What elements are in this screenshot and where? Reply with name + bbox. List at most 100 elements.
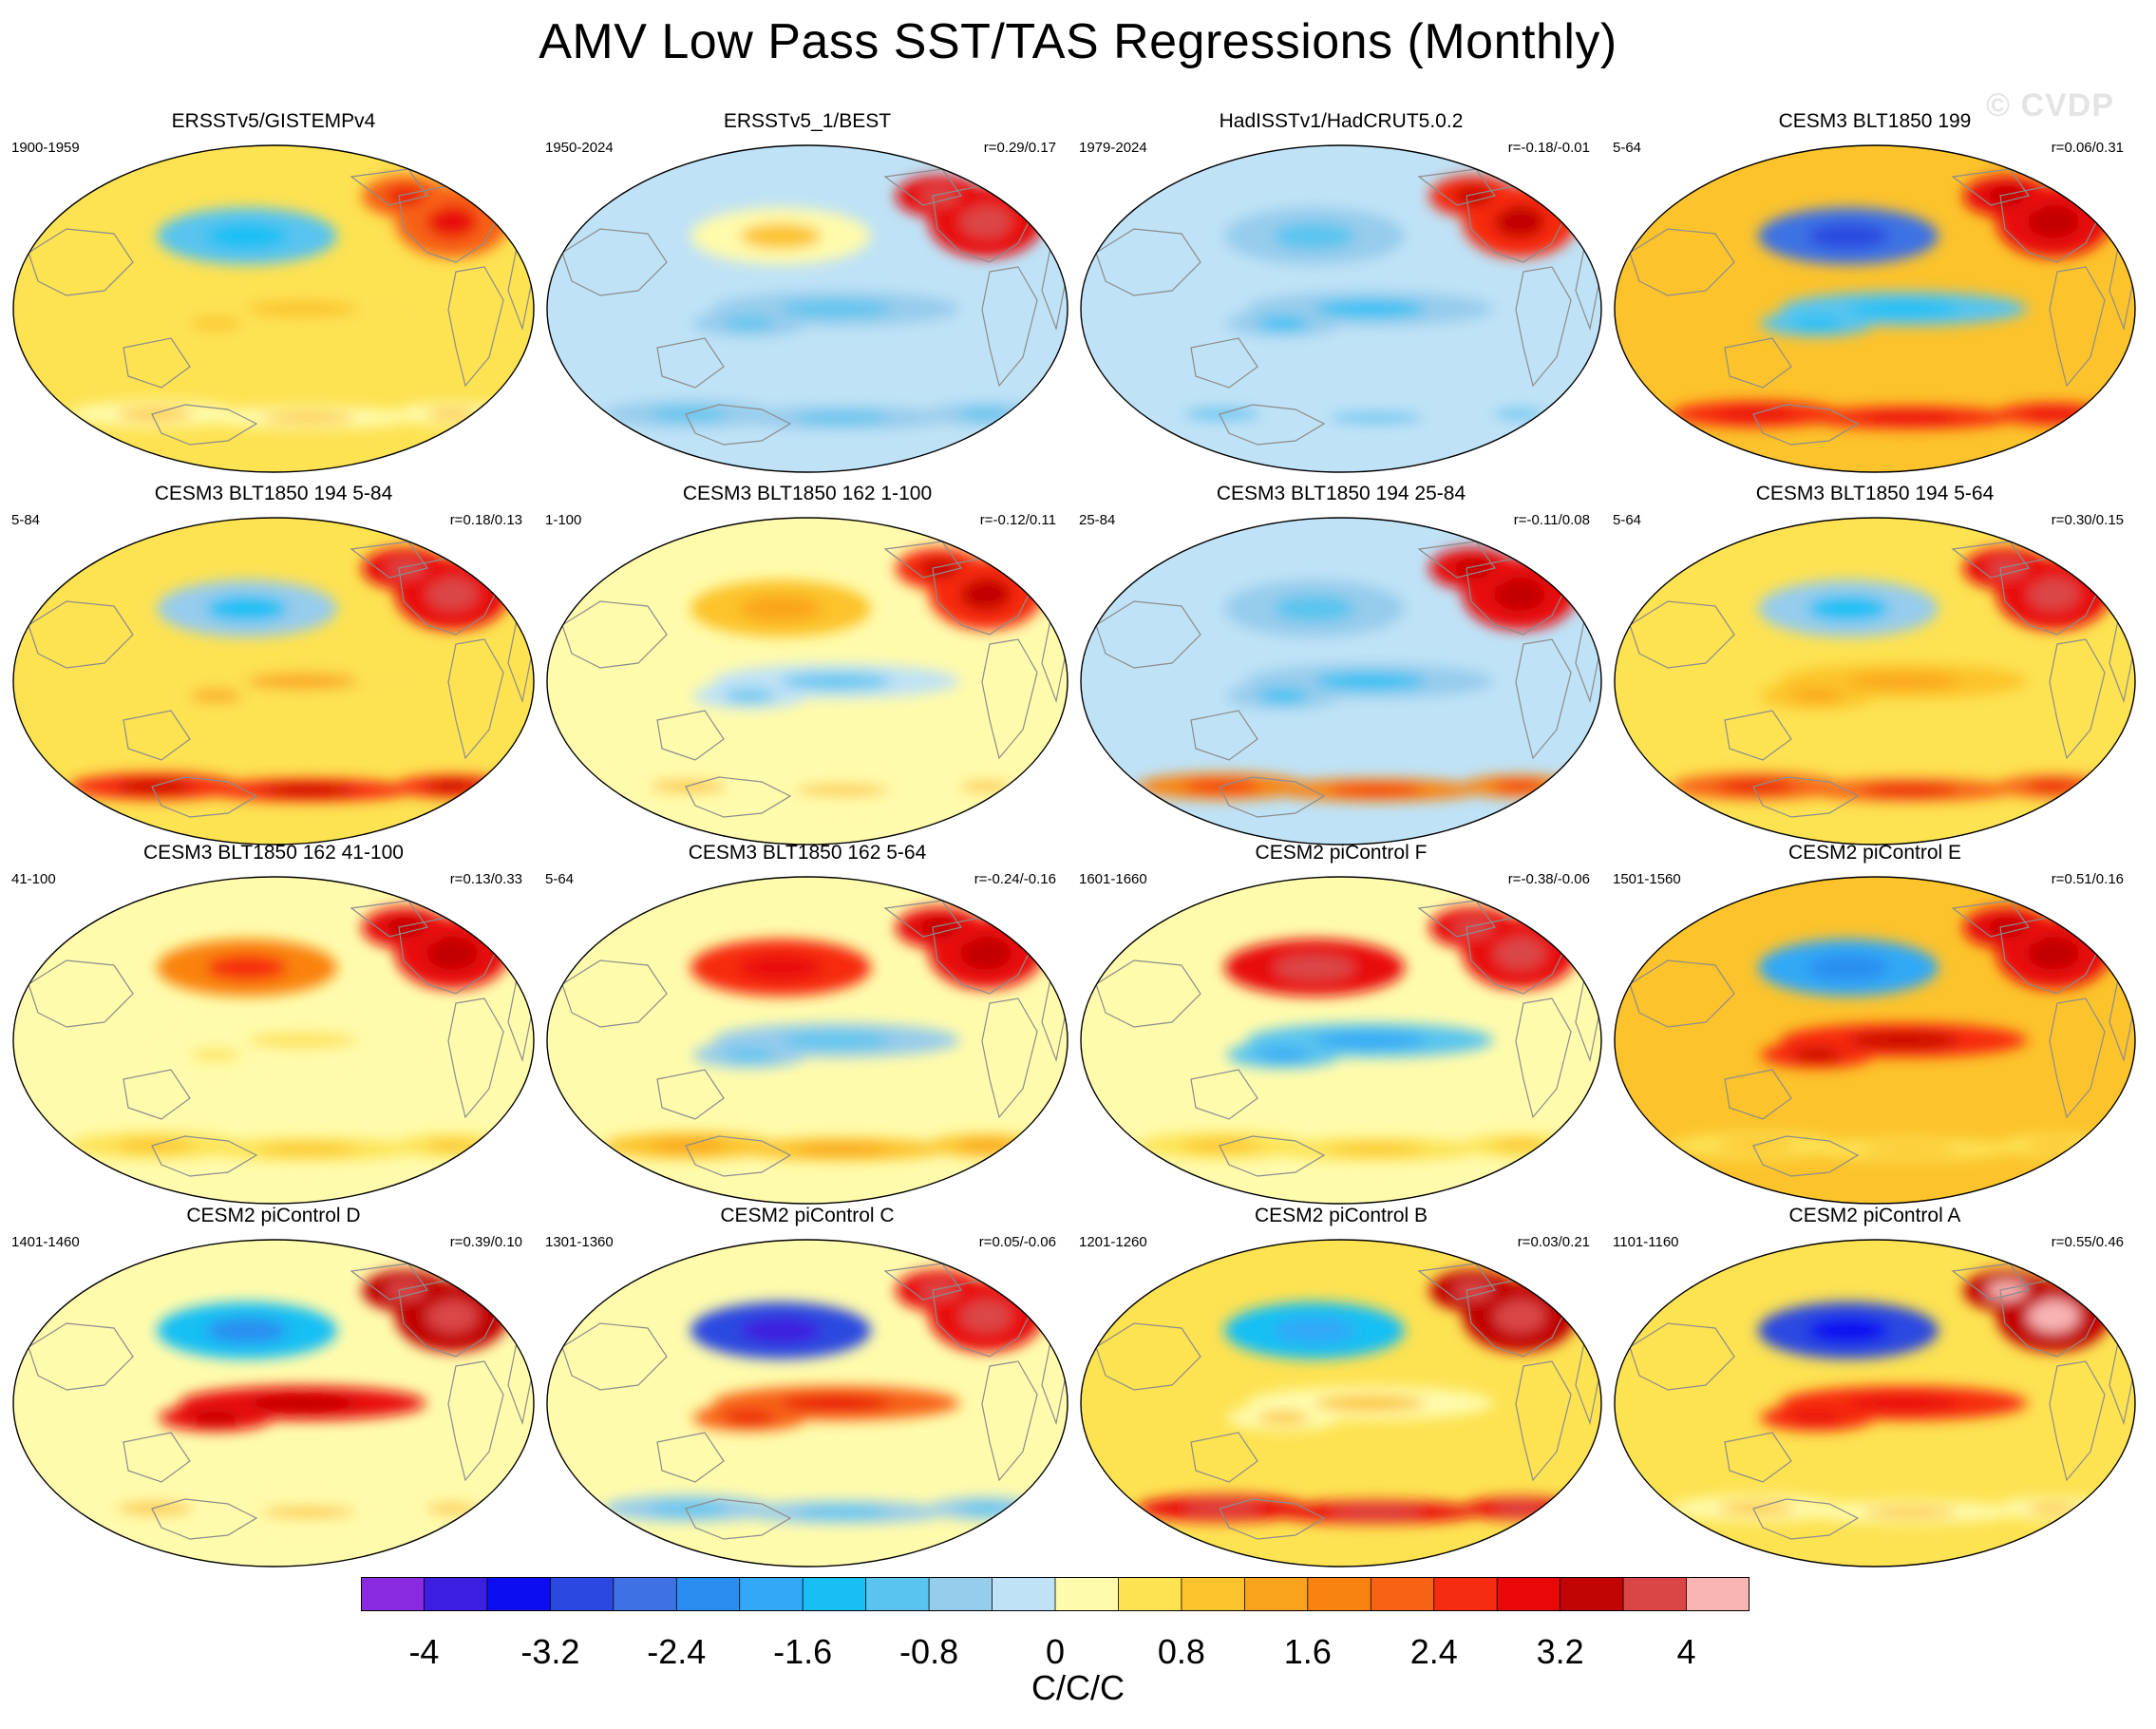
- anomaly-core-tropical-pacific: [1258, 1411, 1310, 1424]
- panel-title: CESM2 piControl A: [1788, 1205, 1961, 1226]
- colorbar-cell: [486, 1577, 551, 1611]
- coastline: [981, 638, 1038, 760]
- anomaly-core-southern-ocean: [2027, 1140, 2079, 1151]
- anomaly-core-southern-ocean: [261, 1507, 356, 1518]
- coastline: [685, 404, 792, 446]
- colorbar-cell: [1686, 1577, 1749, 1611]
- colorbar-cell: [865, 1577, 930, 1611]
- panel-correlation: r=0.18/0.13: [449, 512, 522, 528]
- anomaly-core-southern-ocean: [795, 412, 890, 424]
- colorbar-tick-label: -4: [408, 1632, 440, 1671]
- anomaly-core-north-atlantic: [1493, 205, 1545, 238]
- anomaly-core-north-pacific: [206, 955, 288, 981]
- panel-period: 1950-2024: [545, 140, 614, 156]
- anomaly-core-north-atlantic: [919, 186, 959, 206]
- colorbar-tick-label: -1.6: [773, 1632, 833, 1671]
- anomaly-core-north-atlantic: [959, 937, 1012, 970]
- coastline: [123, 337, 191, 389]
- anomaly-core-tropical-pacific: [780, 1032, 892, 1049]
- colorbar-tick-label: 0: [1045, 1632, 1066, 1671]
- coastline: [350, 541, 429, 579]
- figure-title: AMV Low Pass SST/TAS Regressions (Monthl…: [539, 14, 1617, 69]
- coastline: [2049, 998, 2106, 1119]
- coastline: [1752, 404, 1860, 446]
- coastline: [1190, 337, 1258, 389]
- anomaly-core-north-atlantic: [2027, 578, 2079, 611]
- map-outline: [1080, 517, 1602, 846]
- colorbar-tick-label: -3.2: [520, 1632, 580, 1671]
- anomaly-core-tropical-pacific: [190, 689, 242, 702]
- anomaly-core-southern-ocean: [1183, 780, 1261, 793]
- anomaly-core-tropical-pacific: [1847, 300, 1959, 317]
- map-panel: CESM2 piControl D 1401-1460 r=0.39/0.10: [9, 1205, 538, 1573]
- anomaly-core-southern-ocean: [1329, 785, 1424, 796]
- coastline: [447, 638, 504, 760]
- coastline: [1095, 228, 1201, 296]
- panel-title: ERSSTv5_1/BEST: [723, 110, 892, 132]
- anomaly-core-north-atlantic: [1453, 559, 1493, 579]
- map-panel: CESM2 piControl F 1601-1660 r=-0.38/-0.06: [1077, 842, 1605, 1210]
- panel-period: 1201-1260: [1079, 1234, 1147, 1250]
- anomaly-core-north-atlantic: [1453, 186, 1493, 206]
- map-panel: CESM3 BLT1850 194 5-64 5-64 r=0.30/0.15: [1611, 483, 2139, 851]
- anomaly-core-southern-ocean: [795, 785, 890, 796]
- anomaly-core-southern-ocean: [795, 1144, 890, 1155]
- anomaly-core-tropical-pacific: [780, 300, 892, 317]
- anomaly-core-north-atlantic: [386, 186, 426, 206]
- anomaly-core-tropical-pacific: [1847, 673, 1959, 690]
- panel-period: 5-84: [11, 512, 41, 528]
- map-outline: [12, 1239, 535, 1568]
- colorbar-cell: [992, 1577, 1056, 1611]
- anomaly-core-southern-ocean: [426, 1140, 478, 1151]
- map-panel: HadISSTv1/HadCRUT5.0.2 1979-2024 r=-0.18/-…: [1077, 110, 1605, 479]
- colorbar-cell: [1433, 1577, 1498, 1611]
- panel-title: CESM2 piControl D: [186, 1205, 361, 1226]
- anomaly-core-north-atlantic: [1493, 937, 1545, 970]
- colorbar-cell: [613, 1577, 677, 1611]
- anomaly-core-southern-ocean: [116, 408, 194, 421]
- anomaly-core-north-atlantic: [919, 559, 959, 579]
- anomaly-core-southern-ocean: [116, 780, 194, 793]
- regression-map: [546, 517, 1069, 846]
- coastline: [656, 337, 725, 389]
- anomaly-core-southern-ocean: [1863, 412, 1957, 424]
- anomaly-core-southern-ocean: [1329, 1144, 1424, 1155]
- panel-correlation: r=-0.18/-0.01: [1507, 140, 1590, 156]
- anomaly-core-north-pacific: [740, 223, 822, 250]
- coastline: [1190, 1432, 1258, 1483]
- panel-title: CESM3 BLT1850 162 41-100: [143, 842, 404, 864]
- anomaly-core-north-atlantic: [386, 918, 426, 938]
- regression-map: [1080, 144, 1602, 473]
- anomaly-core-southern-ocean: [2027, 408, 2079, 420]
- colorbar-tick-label: 3.2: [1536, 1632, 1584, 1671]
- panel-title: CESM3 BLT1850 162 5-64: [688, 842, 927, 864]
- panel-period: 1501-1560: [1613, 871, 1681, 887]
- map-panel: CESM2 piControl A 1101-1160 r=0.55/0.46: [1611, 1205, 2139, 1573]
- anomaly-core-north-pacific: [1274, 596, 1355, 622]
- anomaly-core-north-atlantic: [1493, 578, 1545, 611]
- panel-title: CESM3 BLT1850 194 5-64: [1755, 483, 1995, 504]
- anomaly-core-southern-ocean: [116, 1502, 194, 1515]
- coastline: [883, 900, 963, 938]
- anomaly-core-southern-ocean: [959, 781, 1012, 792]
- map-panel: CESM3 BLT1850 162 5-64 5-64 r=-0.24/-0.16: [543, 842, 1071, 1210]
- regression-map: [12, 517, 535, 846]
- map-panel: CESM3 BLT1850 199 5-64 r=0.06/0.31: [1611, 110, 2139, 479]
- coastline: [1219, 776, 1326, 818]
- anomaly-core-north-pacific: [1807, 596, 1889, 622]
- anomaly-core-north-pacific: [1807, 1318, 1889, 1344]
- anomaly-core-southern-ocean: [959, 1503, 1012, 1514]
- panel-title: CESM3 BLT1850 199: [1778, 110, 1972, 132]
- coastline: [2049, 266, 2106, 388]
- coastline: [561, 1322, 668, 1391]
- anomaly-core-southern-ocean: [1493, 1140, 1545, 1151]
- coastline: [1724, 337, 1792, 389]
- panel-correlation: r=0.13/0.33: [449, 871, 522, 887]
- coastline: [1095, 960, 1201, 1028]
- panel-title: CESM3 BLT1850 194 25-84: [1216, 483, 1466, 504]
- coastline: [1752, 1498, 1860, 1540]
- anomaly-core-southern-ocean: [261, 412, 356, 424]
- map-outline: [1614, 144, 2136, 473]
- colorbar-cell: [739, 1577, 804, 1611]
- coastline: [883, 1263, 963, 1301]
